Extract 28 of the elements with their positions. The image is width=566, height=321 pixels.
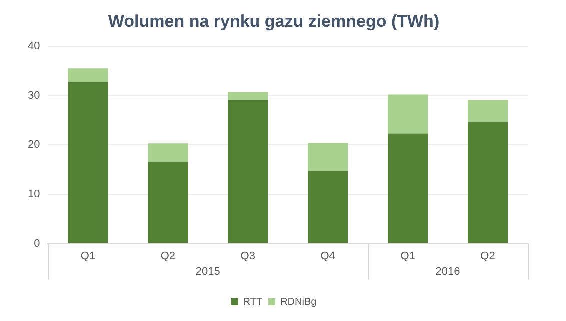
bar [228, 100, 268, 244]
legend-label: RTT [243, 296, 263, 308]
bar [68, 68, 108, 82]
x-tick-label: Q1 [400, 250, 416, 262]
bar [308, 143, 348, 172]
bar [68, 82, 108, 244]
x-tick-label: Q2 [160, 250, 176, 262]
y-tick-label: 10 [28, 188, 40, 200]
bar [308, 171, 348, 244]
y-tick-label: 40 [28, 40, 40, 52]
chart-title: Wolumen na rynku gazu ziemnego (TWh) [108, 12, 440, 31]
bar [228, 92, 268, 100]
text: 2016 [436, 266, 460, 278]
bar [388, 134, 428, 244]
y-tick-label: 20 [28, 139, 40, 152]
bar [468, 100, 508, 122]
bar [388, 94, 428, 134]
legend-label: RDNiBg [280, 296, 317, 308]
x-tick-label: Q2 [480, 250, 496, 262]
bar [468, 122, 508, 244]
text: 2015 [196, 266, 220, 278]
bar [148, 162, 188, 244]
y-tick-label: 30 [28, 90, 40, 102]
x-tick-label: Q1 [80, 250, 96, 262]
x-tick-label: Q4 [320, 250, 336, 262]
x-tick-label: Q3 [240, 250, 256, 262]
bar [148, 144, 188, 162]
y-tick-label: 0 [34, 238, 40, 250]
